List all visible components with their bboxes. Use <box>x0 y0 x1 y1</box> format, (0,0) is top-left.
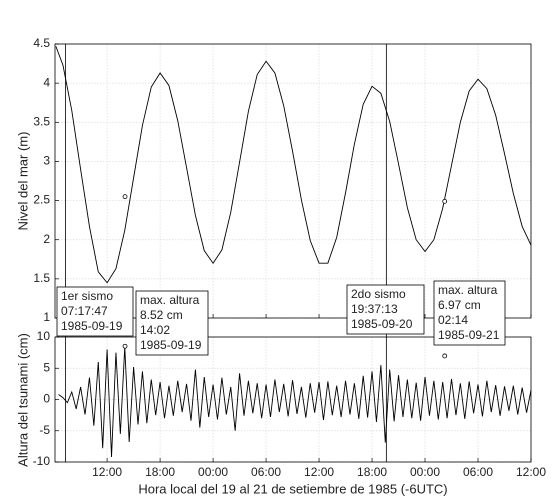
x-tick-label: 00:00 <box>198 465 228 479</box>
annotation-text: 1985-09-20 <box>351 317 413 331</box>
y-tick-label: 5 <box>43 360 50 374</box>
y-tick-label: 2 <box>43 232 50 246</box>
annotation-box <box>346 284 425 335</box>
y-tick-label: 4 <box>43 75 50 89</box>
y-tick-label: 3 <box>43 154 50 168</box>
x-tick-label: 18:00 <box>357 465 387 479</box>
annotation-text: 19:37:13 <box>351 302 398 316</box>
annotation-text: 8.52 cm <box>140 308 183 322</box>
marker <box>122 194 128 200</box>
y-tick-label: 4.5 <box>33 36 50 50</box>
axes-frame <box>54 336 532 463</box>
x-tick-label: 18:00 <box>145 465 175 479</box>
x-tick-label: 12:00 <box>92 465 122 479</box>
marker <box>122 343 128 349</box>
x-tick-label: 06:00 <box>463 465 493 479</box>
y-tick-label: -10 <box>33 454 51 468</box>
annotation-text: 1er sismo <box>61 289 113 303</box>
y-tick-label: 3.5 <box>33 114 50 128</box>
x-tick-label: 00:00 <box>410 465 440 479</box>
marker <box>442 198 448 204</box>
axes-frame <box>54 43 532 319</box>
annotation-text: 1985-09-21 <box>438 328 500 342</box>
y-tick-label: 2.5 <box>33 193 50 207</box>
marker <box>442 353 448 359</box>
x-tick-label: 12:00 <box>304 465 334 479</box>
annotation-box <box>56 286 134 337</box>
annotation-text: 1985-09-19 <box>61 319 123 333</box>
annotation-box <box>433 280 506 346</box>
annotation-box <box>135 290 209 356</box>
annotation-text: 14:02 <box>140 323 170 337</box>
annotation-text: 07:17:47 <box>61 304 108 318</box>
y-tick-label: -5 <box>39 423 50 437</box>
annotation-text: 1985-09-19 <box>140 338 202 352</box>
data-line <box>58 346 532 458</box>
annotation-text: max. altura <box>140 293 200 307</box>
y-tick-label: 10 <box>37 329 51 343</box>
y-tick-label: 1.5 <box>33 271 50 285</box>
x-axis-label: Hora local del 19 al 21 de setiembre de … <box>138 481 447 496</box>
annotation-text: 6.97 cm <box>438 298 481 312</box>
annotation-text: max. altura <box>438 283 498 297</box>
data-line <box>55 46 532 284</box>
y-tick-label: 0 <box>43 392 50 406</box>
y-axis-label: Altura del tsunami (cm) <box>15 333 30 467</box>
y-tick-label: 1 <box>43 310 50 324</box>
annotation-text: 02:14 <box>438 313 468 327</box>
y-axis-label: Nivel del mar (m) <box>15 132 30 231</box>
annotation-text: 2do sismo <box>351 287 406 301</box>
x-tick-label: 06:00 <box>251 465 281 479</box>
x-tick-label: 12:00 <box>516 465 546 479</box>
